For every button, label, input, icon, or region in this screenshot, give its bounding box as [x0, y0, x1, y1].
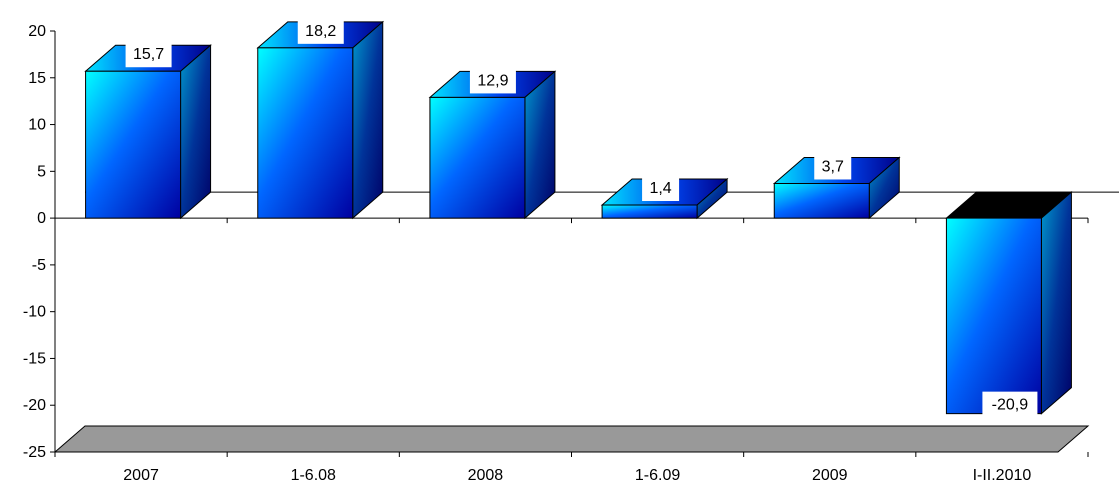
bar-side-face [1040, 191, 1072, 415]
bar-front-face [429, 96, 526, 219]
x-tick-label: I-II.2010 [973, 467, 1032, 484]
data-label-box [982, 391, 1038, 418]
bar-side-face [352, 20, 384, 220]
data-label-box [125, 41, 172, 68]
bar-front-face [601, 204, 698, 219]
x-tick-label: 2007 [123, 467, 159, 484]
chart-floor [53, 425, 1090, 453]
data-label-text: -20,9 [992, 397, 1029, 414]
y-tick-label: 15 [28, 70, 46, 87]
data-label-text: 15,7 [133, 46, 164, 63]
data-label-text: 18,2 [305, 23, 336, 40]
y-tick-label: -25 [23, 444, 46, 461]
data-label-box [814, 153, 852, 180]
data-label-box [642, 175, 680, 202]
bar [256, 20, 385, 220]
data-label-box [297, 17, 344, 44]
bar-front-face [257, 47, 354, 219]
data-label-text: 1,4 [649, 180, 671, 197]
bar [945, 191, 1073, 415]
y-tick-label: 5 [37, 163, 46, 180]
bar [600, 177, 729, 220]
y-tick-label: -15 [23, 350, 46, 367]
y-tick-label: 10 [28, 117, 46, 134]
data-label-text: 12,9 [477, 72, 508, 89]
y-tick-label: 0 [37, 210, 46, 227]
data-label: 15,7 [125, 41, 172, 68]
y-tick-label: -20 [23, 397, 46, 414]
bar-side-face [524, 70, 556, 220]
y-tick-label: -5 [32, 257, 46, 274]
data-label: 1,4 [642, 175, 680, 202]
data-label: 3,7 [814, 153, 852, 180]
x-tick-label: 1-6.09 [635, 467, 680, 484]
y-tick-label: -10 [23, 304, 46, 321]
data-label: 12,9 [469, 67, 516, 94]
x-tick-label: 2008 [468, 467, 504, 484]
bar-front-face [773, 182, 870, 219]
bar-side-face [180, 44, 212, 220]
x-tick-label: 2009 [812, 467, 848, 484]
bar-front-face [85, 70, 182, 219]
y-tick-label: 20 [28, 23, 46, 40]
data-label-text: 3,7 [822, 158, 844, 175]
bar [428, 70, 557, 220]
x-tick-label: 1-6.08 [291, 467, 336, 484]
bar-front-face [945, 217, 1042, 415]
data-label: -20,9 [982, 391, 1038, 418]
bar [84, 44, 212, 220]
data-label-box [469, 67, 516, 94]
data-label: 18,2 [297, 17, 344, 44]
